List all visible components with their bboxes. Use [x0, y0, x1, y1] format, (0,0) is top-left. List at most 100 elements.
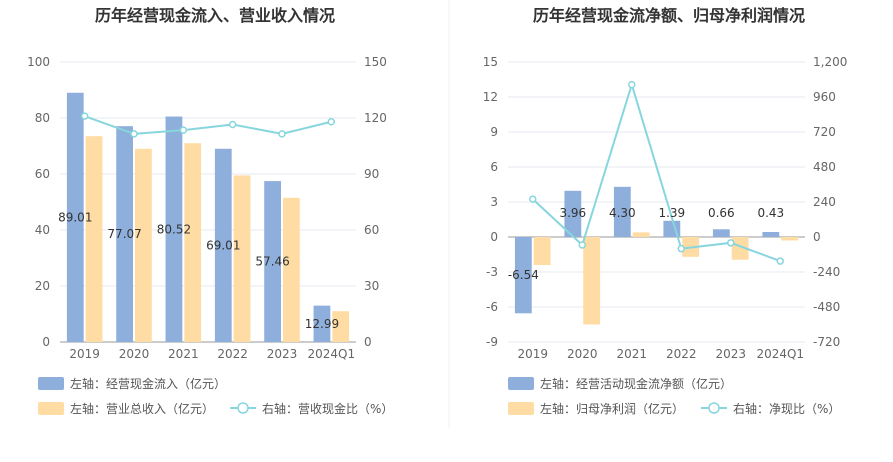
x-axis-tick-label: 2021: [616, 347, 647, 361]
chart-1: 历年经营现金流入、营业收入情况 0 0 20 30 40 60 60 90 80 120 100 150…: [27, 6, 393, 416]
bar-data-label: 77.07: [107, 227, 141, 241]
legend-label-series-3: 右轴：净现比（%）: [733, 401, 840, 416]
bar-series-2: [135, 148, 152, 342]
bar-series-1: [313, 305, 331, 342]
right-axis-tick-label: 150: [364, 55, 387, 69]
bar-series-2: [332, 311, 350, 342]
right-axis-tick-label: 720: [813, 125, 836, 139]
right-axis-tick-label: 0: [813, 230, 821, 244]
right-axis-tick-label: -480: [813, 300, 840, 314]
line-point: [727, 239, 735, 247]
line-point: [677, 244, 685, 253]
right-axis-tick-label: -240: [813, 265, 840, 279]
bar-data-label: 3.96: [559, 206, 586, 220]
bar-series-2: [583, 237, 601, 325]
left-axis-tick-label: 15: [483, 55, 498, 69]
left-axis-tick-label: -9: [486, 335, 498, 349]
bar-series-2: [85, 136, 103, 342]
bar-data-label: 0.43: [757, 206, 784, 220]
legend-swatch-series-2: [38, 402, 64, 415]
line-series: [532, 81, 781, 263]
x-axis-tick-label: 2022: [666, 347, 697, 361]
legend-label-series-2: 左轴：归母净利润（亿元）: [540, 401, 684, 416]
bar-series-1: [514, 237, 532, 314]
bar-series-1: [613, 186, 631, 237]
x-axis-tick-label: 2021: [168, 347, 199, 361]
bar-series-1: [214, 148, 232, 342]
legend-swatch-series-1: [508, 377, 534, 390]
bar-series-1: [264, 181, 281, 342]
x-axis-tick-label: 2020: [567, 347, 598, 361]
right-axis-tick-label: 1,200: [813, 55, 847, 69]
left-axis-tick-label: 80: [35, 111, 50, 125]
legend-swatch-series-1: [38, 377, 64, 390]
bar-data-label: 69.01: [206, 238, 240, 252]
line-point: [529, 195, 537, 203]
right-axis-tick-label: 480: [813, 160, 836, 174]
x-axis-tick-label: 2020: [119, 347, 150, 361]
line-point: [578, 241, 586, 249]
bar-series-1: [762, 231, 780, 237]
legend-marker-series-3: [237, 402, 249, 414]
bar-series-2: [283, 197, 300, 342]
line-point: [80, 112, 89, 120]
line-point: [179, 126, 188, 134]
line-point: [278, 130, 286, 138]
x-axis-tick-label: 2024Q1: [756, 347, 804, 361]
left-axis-tick-label: 100: [27, 55, 50, 69]
line-point: [130, 130, 138, 138]
bar-series-2: [731, 237, 749, 260]
legend-marker-series-3: [708, 402, 720, 414]
bar-data-label: 12.99: [305, 317, 339, 331]
line-point: [228, 120, 237, 129]
bar-series-1: [116, 126, 133, 342]
right-axis-tick-label: 0: [364, 335, 372, 349]
bar-data-label: 57.46: [255, 255, 289, 269]
bar-series-2: [184, 143, 202, 342]
right-axis-tick-label: 90: [364, 167, 379, 181]
right-axis-tick-label: 30: [364, 279, 379, 293]
line-point: [776, 257, 784, 265]
legend-label-series-3: 右轴：营收现金比（%）: [262, 401, 393, 416]
bar-series-1: [66, 92, 84, 342]
left-axis-tick-label: 0: [42, 335, 50, 349]
bar-series-1: [564, 190, 582, 237]
left-axis-tick-label: 0: [490, 230, 498, 244]
left-axis-tick-label: 12: [483, 90, 498, 104]
line-point: [628, 80, 636, 89]
left-axis-tick-label: -3: [486, 265, 498, 279]
right-axis-tick-label: 960: [813, 90, 836, 104]
line-point: [327, 117, 336, 126]
left-axis-tick-label: 3: [490, 195, 498, 209]
bar-data-label: 4.30: [609, 206, 636, 220]
x-axis-tick-label: 2023: [267, 347, 298, 361]
bar-data-label: 1.39: [658, 206, 685, 220]
chart-title: 历年经营现金流入、营业收入情况: [95, 6, 335, 25]
bar-series-2: [781, 237, 799, 241]
left-axis-tick-label: 6: [490, 160, 498, 174]
chart-2: 历年经营现金流净额、归母净利润情况 -9 -720 -6 -480 -3 -240 0 0 3 24…: [483, 6, 848, 416]
x-axis-tick-label: 2019: [69, 347, 100, 361]
left-axis-tick-label: 20: [35, 279, 50, 293]
right-axis-tick-label: 120: [364, 111, 387, 125]
x-axis-tick-label: 2022: [217, 347, 248, 361]
bar-series-1: [165, 116, 183, 342]
x-axis-tick-label: 2023: [715, 347, 746, 361]
right-axis-tick-label: -720: [813, 335, 840, 349]
legend-label-series-2: 左轴：营业总收入（亿元）: [70, 401, 214, 416]
bar-data-label: 0.66: [708, 206, 735, 220]
bar-series-2: [533, 237, 551, 265]
line-series: [84, 115, 332, 135]
left-axis-tick-label: 60: [35, 167, 50, 181]
left-axis-tick-label: 9: [490, 125, 498, 139]
legend-label-series-1: 左轴：经营活动现金流净额（亿元）: [540, 376, 732, 391]
bar-series-2: [632, 232, 650, 237]
chart-title: 历年经营现金流净额、归母净利润情况: [533, 6, 805, 25]
right-axis-tick-label: 240: [813, 195, 836, 209]
legend-swatch-series-2: [508, 402, 534, 415]
left-axis-tick-label: -6: [486, 300, 498, 314]
x-axis-tick-label: 2019: [517, 347, 548, 361]
bar-series-1: [712, 229, 730, 237]
